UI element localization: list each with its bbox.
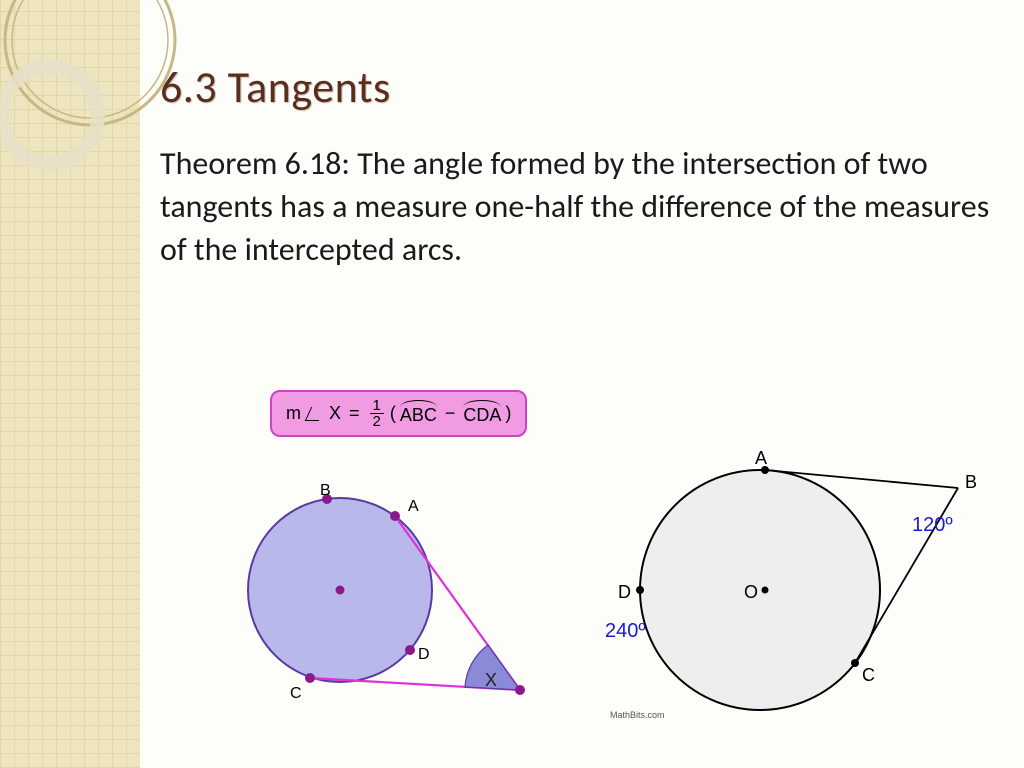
arc-cda: CDA <box>463 401 501 426</box>
figures-area: m X = 1 2 ( ABC − CDA ) A B C D X <box>170 390 990 750</box>
d2-credit: MathBits.com <box>610 710 665 720</box>
formula-fraction: 1 2 <box>370 398 384 429</box>
d2-label-o: O <box>744 582 758 603</box>
diagram-tangent-o <box>600 430 980 730</box>
slide-title: 6.3 Tangents <box>160 60 990 114</box>
d1-label-x: X <box>485 670 497 691</box>
d2-arc-minor: 120º <box>912 514 953 537</box>
formula-x: X <box>329 403 341 424</box>
lp: ( <box>390 403 396 424</box>
rp: ) <box>505 403 511 424</box>
d1-label-d: D <box>418 646 430 664</box>
diagram-tangent-x <box>210 445 550 735</box>
d2-label-d: D <box>618 582 631 603</box>
formula-box: m X = 1 2 ( ABC − CDA ) <box>270 390 527 437</box>
d2-arc-major: 240º <box>605 620 646 643</box>
d1-label-c: C <box>290 685 302 703</box>
slide-content: 6.3 Tangents Theorem 6.18: The angle for… <box>160 60 990 272</box>
d1-label-b: B <box>320 482 331 500</box>
d1-label-a: A <box>408 498 419 516</box>
minus: − <box>445 403 456 424</box>
d2-label-a: A <box>755 448 767 469</box>
theorem-text: Theorem 6.18: The angle formed by the in… <box>160 142 990 272</box>
arc-abc: ABC <box>400 401 437 426</box>
d2-label-c: C <box>862 665 875 686</box>
d2-label-b: B <box>965 472 977 493</box>
formula-m: m <box>286 403 301 424</box>
formula-eq: = <box>349 403 360 424</box>
angle-icon <box>305 407 326 421</box>
